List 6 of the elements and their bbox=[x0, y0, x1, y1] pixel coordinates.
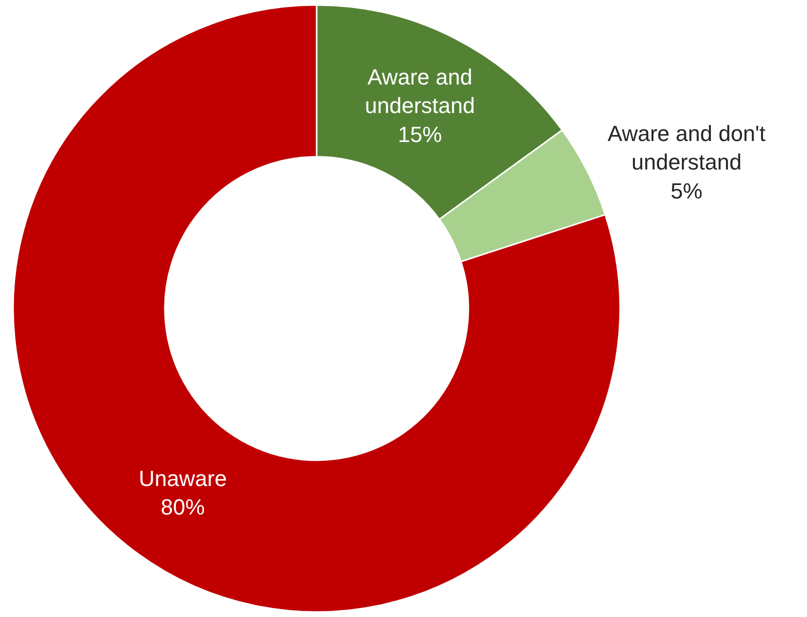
data-label: 80% bbox=[160, 494, 205, 520]
slice-label: Aware and understand bbox=[364, 64, 475, 118]
data-label: 5% bbox=[670, 178, 702, 204]
slice-label: Unaware bbox=[138, 466, 227, 491]
data-label: 15% bbox=[398, 122, 442, 147]
slice-label: Aware and don't understand bbox=[608, 121, 766, 175]
